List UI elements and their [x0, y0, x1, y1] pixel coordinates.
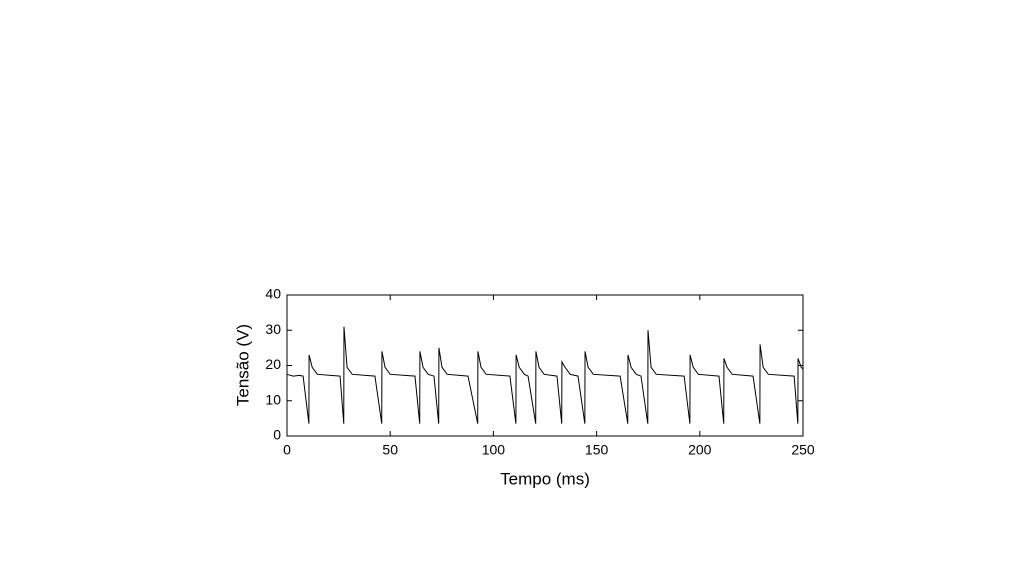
y-tick-label: 10 [265, 391, 281, 407]
y-tick-label: 30 [265, 321, 281, 337]
x-tick-label: 150 [585, 442, 609, 458]
x-tick-label: 200 [688, 442, 712, 458]
x-axis-label: Tempo (ms) [500, 469, 590, 488]
x-tick-label: 250 [791, 442, 815, 458]
x-tick-label: 100 [482, 442, 506, 458]
x-tick-label: 0 [283, 442, 291, 458]
y-tick-label: 20 [265, 356, 281, 372]
y-tick-label: 40 [265, 286, 281, 302]
y-tick-label: 0 [273, 427, 281, 443]
series-line [286, 326, 804, 424]
plot-frame [286, 294, 804, 437]
y-axis-label: Tensão (V) [233, 324, 252, 406]
x-tick-label: 50 [382, 442, 398, 458]
